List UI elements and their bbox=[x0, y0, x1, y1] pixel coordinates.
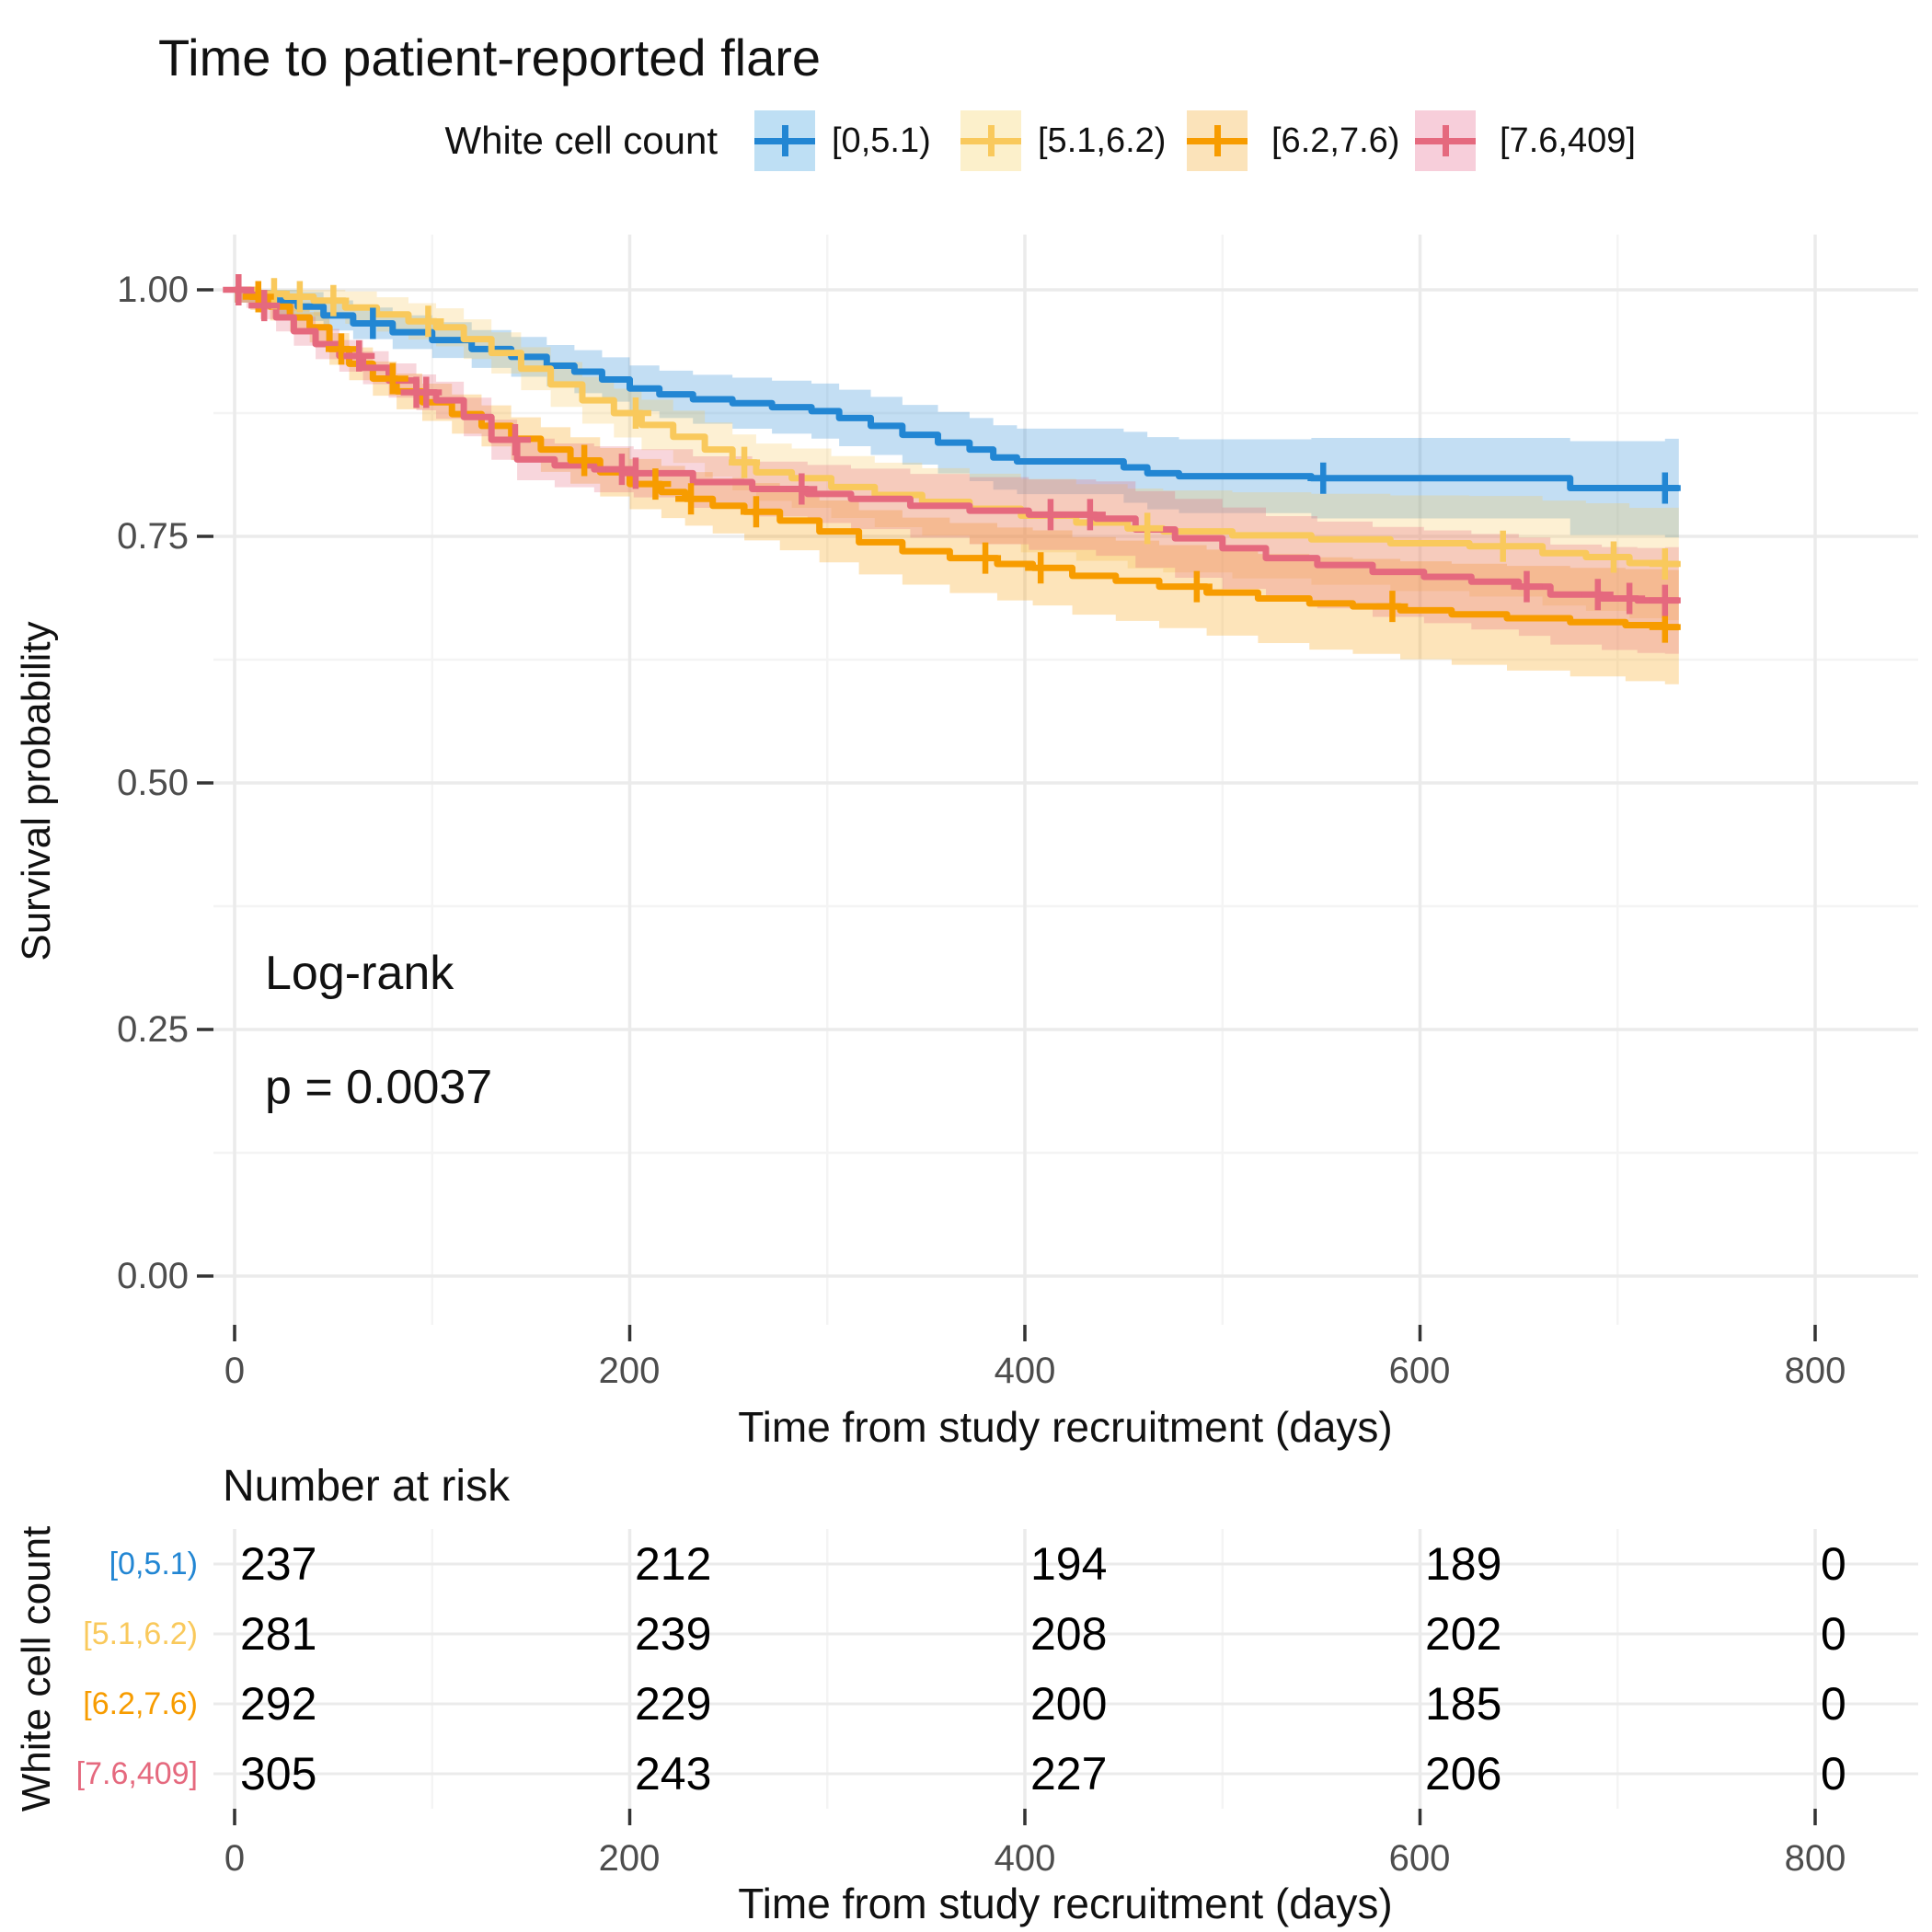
risk-row-label: [7.6,409] bbox=[75, 1756, 198, 1791]
risk-x-tick-label: 200 bbox=[598, 1838, 661, 1879]
risk-count: 189 bbox=[1425, 1538, 1502, 1590]
legend-key-group4 bbox=[1415, 110, 1476, 171]
risk-count: 0 bbox=[1821, 1678, 1846, 1730]
risk-x-tick-label: 0 bbox=[224, 1838, 246, 1879]
legend-label-group3: [6.2,7.6) bbox=[1271, 121, 1400, 160]
x-tick-label: 600 bbox=[1388, 1351, 1451, 1391]
legend-label-group4: [7.6,409] bbox=[1500, 121, 1636, 160]
risk-x-axis-label: Time from study recruitment (days) bbox=[738, 1880, 1393, 1927]
risk-count: 194 bbox=[1030, 1538, 1108, 1590]
risk-count: 202 bbox=[1425, 1608, 1502, 1660]
risk-count: 0 bbox=[1821, 1748, 1846, 1800]
legend-label-group1: [0,5.1) bbox=[832, 121, 931, 160]
legend-cross-icon bbox=[1443, 125, 1449, 156]
y-tick-label: 0.75 bbox=[117, 516, 189, 557]
risk-count: 0 bbox=[1821, 1608, 1846, 1660]
risk-count: 239 bbox=[635, 1608, 712, 1660]
risk-count: 281 bbox=[240, 1608, 317, 1660]
x-tick-label: 200 bbox=[598, 1351, 661, 1391]
legend-cross-icon bbox=[1214, 125, 1221, 156]
risk-count: 229 bbox=[635, 1678, 712, 1730]
risk-count: 243 bbox=[635, 1748, 712, 1800]
x-tick-label: 800 bbox=[1784, 1351, 1846, 1391]
y-tick-label: 0.25 bbox=[117, 1009, 189, 1050]
legend-title: White cell count bbox=[444, 119, 718, 162]
risk-count: 292 bbox=[240, 1678, 317, 1730]
y-tick-label: 0.00 bbox=[117, 1256, 189, 1296]
risk-count: 185 bbox=[1425, 1678, 1502, 1730]
legend-cross-icon bbox=[988, 125, 995, 156]
risk-count: 305 bbox=[240, 1748, 317, 1800]
risk-count: 227 bbox=[1030, 1748, 1108, 1800]
risk-count: 206 bbox=[1425, 1748, 1502, 1800]
legend-key-group3 bbox=[1187, 110, 1248, 171]
risk-count: 200 bbox=[1030, 1678, 1108, 1730]
risk-count: 0 bbox=[1821, 1538, 1846, 1590]
risk-count: 208 bbox=[1030, 1608, 1108, 1660]
risk-table-title: Number at risk bbox=[223, 1462, 511, 1511]
y-tick-label: 0.50 bbox=[117, 763, 189, 803]
risk-x-tick-label: 600 bbox=[1388, 1838, 1451, 1879]
x-tick-label: 400 bbox=[994, 1351, 1056, 1391]
risk-row-label: [6.2,7.6) bbox=[83, 1686, 198, 1721]
risk-x-tick-label: 400 bbox=[994, 1838, 1056, 1879]
risk-row-label: [0,5.1) bbox=[109, 1547, 198, 1581]
risk-count: 212 bbox=[635, 1538, 712, 1590]
legend-key-group1 bbox=[754, 110, 815, 171]
risk-row-label: [5.1,6.2) bbox=[83, 1616, 198, 1651]
logrank-label: Log-rank bbox=[265, 947, 454, 1000]
logrank-pvalue: p = 0.0037 bbox=[265, 1061, 493, 1114]
y-tick-label: 1.00 bbox=[117, 270, 189, 310]
x-tick-label: 0 bbox=[224, 1351, 246, 1391]
legend-cross-icon bbox=[782, 125, 788, 156]
x-axis-label: Time from study recruitment (days) bbox=[738, 1403, 1393, 1451]
legend-key-group2 bbox=[960, 110, 1021, 171]
legend-label-group2: [5.1,6.2) bbox=[1038, 121, 1167, 160]
figure-title: Time to patient-reported flare bbox=[158, 29, 822, 86]
risk-x-tick-label: 800 bbox=[1784, 1838, 1846, 1879]
risk-count: 237 bbox=[240, 1538, 317, 1590]
